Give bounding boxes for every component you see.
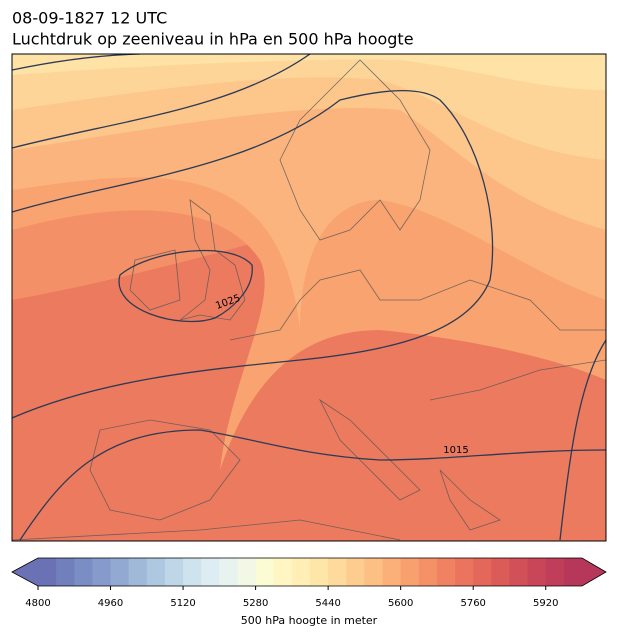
band (12, 54, 606, 90)
subtitle: Luchtdruk op zeeniveau in hPa en 500 hPa… (12, 30, 414, 49)
colorbar-swatch (509, 558, 529, 586)
colorbar-tick-label: 4800 (25, 598, 50, 609)
colorbar-swatch (291, 558, 311, 586)
colorbar-label: 500 hPa hoogte in meter (241, 614, 378, 627)
colorbar-swatch (310, 558, 329, 586)
colorbar: 4800 4960 5120 5280 5440 5600 5760 5920 (11, 557, 607, 609)
colorbar-swatch (328, 558, 347, 586)
map-frame (11, 53, 607, 542)
colorbar-tick-label: 5120 (170, 598, 195, 609)
colorbar-tick-label: 5760 (460, 598, 485, 609)
colorbar-swatch (491, 558, 510, 586)
colorbar-swatch (128, 558, 148, 586)
map (12, 54, 606, 541)
colorbar-swatch (436, 558, 456, 586)
colorbar-swatch (418, 558, 438, 586)
colorbar-swatch (110, 558, 130, 586)
title: 08-09-1827 12 UTC (12, 9, 167, 28)
colorbar-swatch (201, 558, 220, 586)
isobars (12, 54, 606, 541)
colorbar-swatch (473, 558, 492, 586)
colorbar-swatch (400, 558, 420, 586)
colorbar-swatch (563, 558, 583, 586)
colorbar-swatch (183, 558, 202, 586)
colorbar-swatch (164, 558, 184, 586)
colorbar-swatch (219, 558, 238, 586)
colorbar-tick-label: 5280 (243, 598, 268, 609)
colorbar-tick-label: 4960 (98, 598, 123, 609)
colorbar-swatch (364, 558, 384, 586)
colorbar-tick-label: 5440 (315, 598, 340, 609)
colorbar-extend (12, 558, 38, 586)
colorbar-swatch (92, 558, 112, 586)
colorbar-swatch (56, 558, 75, 586)
colorbar-swatch (38, 558, 57, 586)
contour-label: 1015 (443, 445, 468, 456)
colorbar-swatch (255, 558, 275, 586)
colorbar-swatch (237, 558, 257, 586)
colorbar-tick-label: 5920 (533, 598, 558, 609)
colorbar-extend (582, 558, 606, 586)
colorbar-swatch (455, 558, 474, 586)
colorbar-swatch (146, 558, 166, 586)
colorbar-swatch (346, 558, 365, 586)
colorbar-swatch (527, 558, 547, 586)
colorbar-tick-label: 5600 (388, 598, 413, 609)
colorbar-swatch (74, 558, 93, 586)
band (12, 54, 606, 160)
colorbar-swatch (273, 558, 293, 586)
colorbar-swatch (382, 558, 402, 586)
coastline (12, 59, 606, 541)
colorbar-swatch (545, 558, 565, 586)
